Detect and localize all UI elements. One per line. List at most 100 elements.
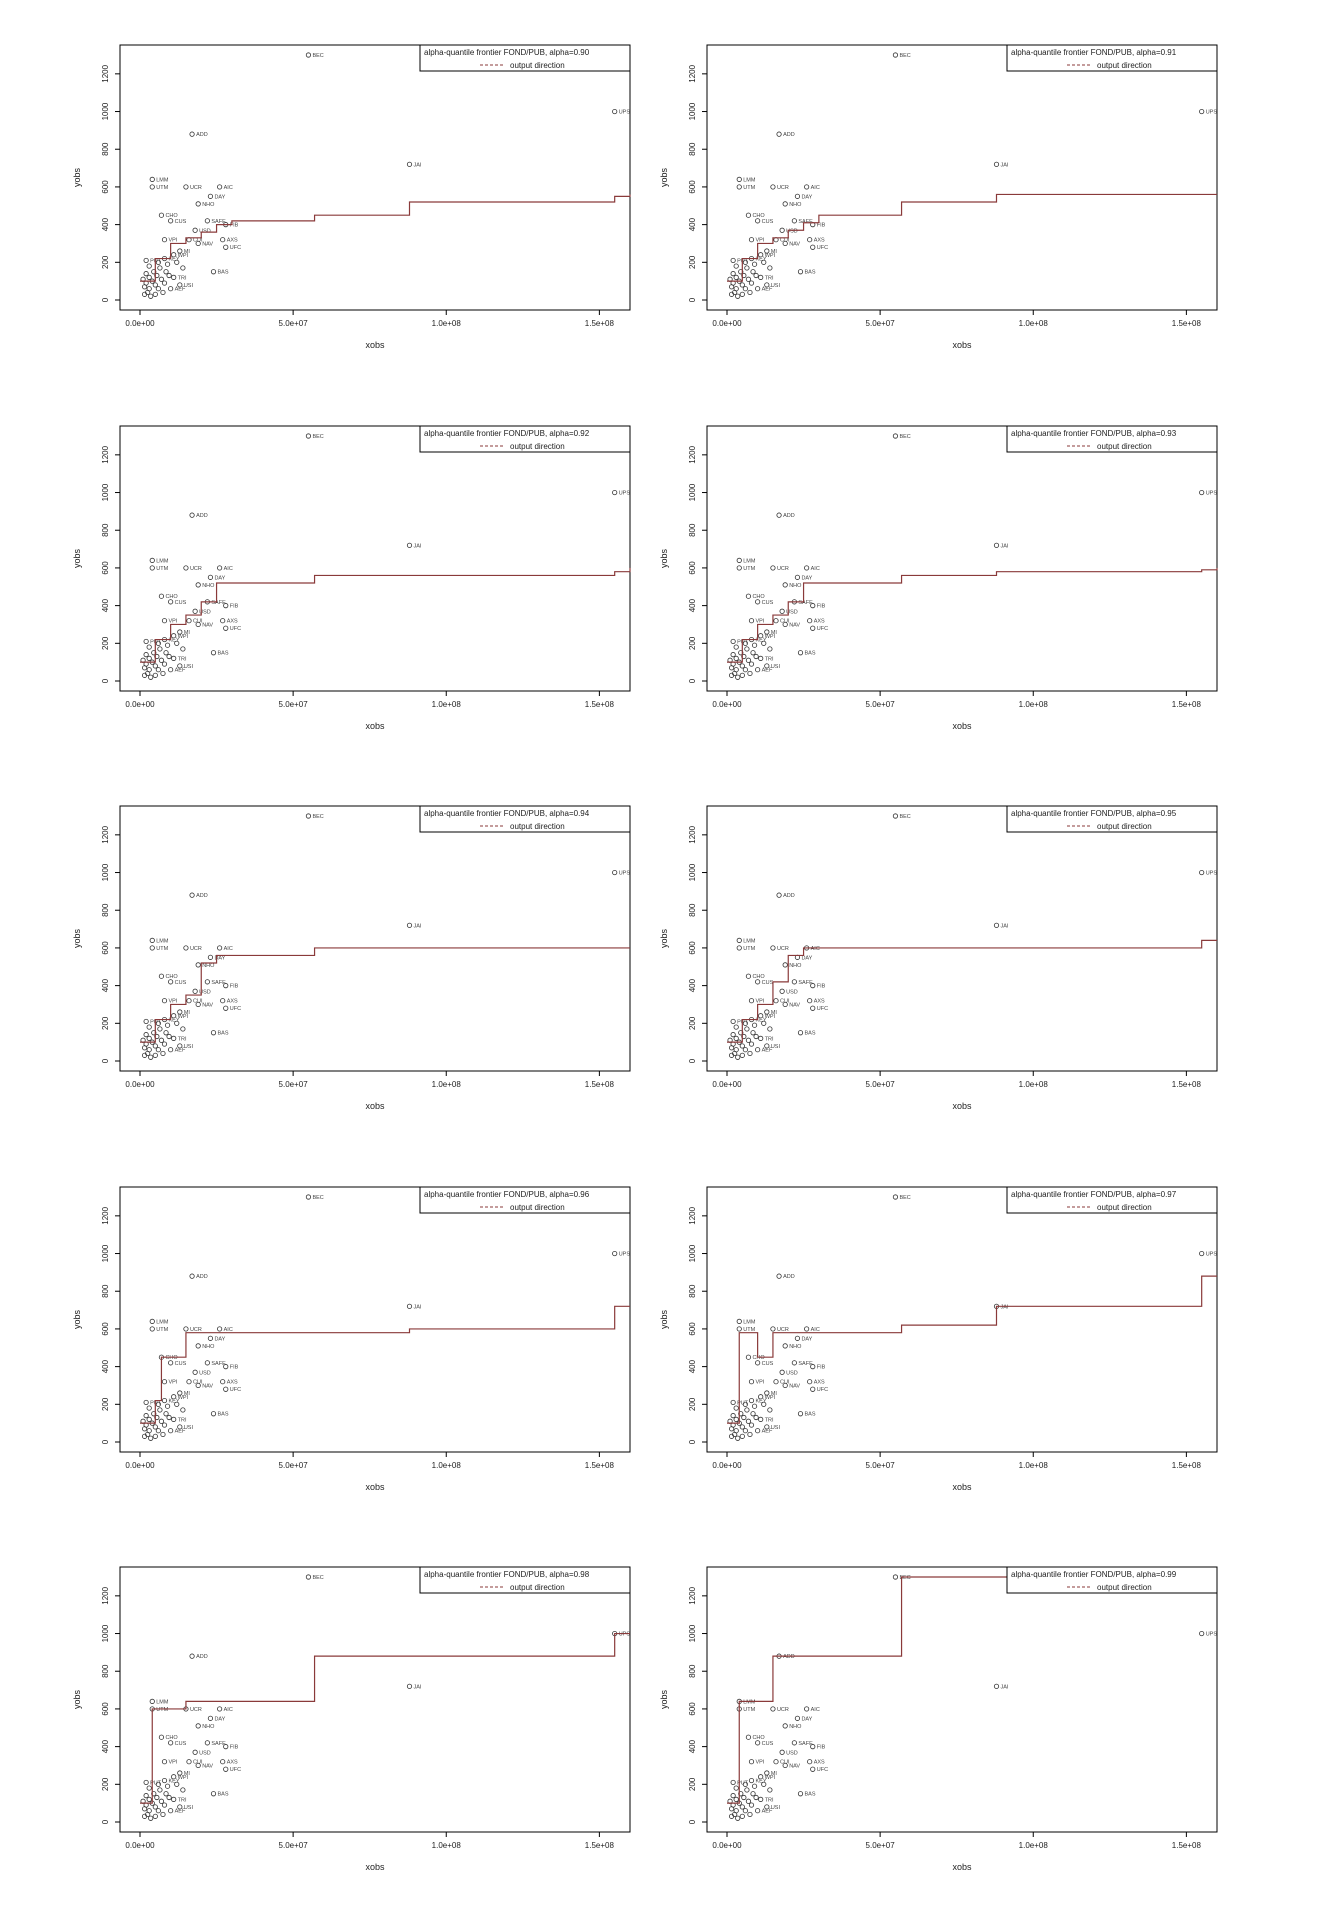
data-point: [155, 667, 161, 673]
data-point: [146, 667, 152, 673]
point-label: LMM: [156, 1319, 169, 1325]
data-point: [180, 1787, 186, 1793]
y-tick-label: 600: [101, 180, 110, 194]
point-label: USD: [199, 609, 211, 615]
data-point: [753, 1414, 759, 1421]
frontier-line: [140, 194, 631, 282]
data-point: [733, 1405, 739, 1411]
data-point: [782, 621, 788, 628]
point-label: JAI: [1001, 1684, 1009, 1690]
data-point: [171, 1035, 177, 1041]
data-point: [747, 1050, 753, 1057]
point-label: USI: [771, 664, 781, 670]
data-point: [728, 1813, 735, 1819]
point-label: AEF: [175, 287, 186, 293]
data-point: [776, 892, 782, 898]
y-tick-label: 800: [101, 1664, 110, 1678]
data-point: [761, 1781, 767, 1787]
data-point: [742, 1047, 748, 1053]
data-point: [764, 629, 770, 635]
point-label: JAI: [1001, 1304, 1009, 1310]
data-point: [168, 1808, 174, 1814]
data-point: [804, 184, 810, 190]
point-label: DAY: [214, 194, 225, 200]
data-point: [739, 1043, 745, 1049]
y-tick-label: 1200: [101, 825, 110, 843]
point-label: CUI: [193, 1760, 203, 1766]
point-label: UPS: [1206, 110, 1218, 116]
data-point: [157, 1026, 163, 1032]
point-label: AEF: [762, 1429, 773, 1435]
data-point: [739, 1052, 745, 1058]
data-point: [730, 271, 736, 277]
y-tick-label: 1200: [101, 64, 110, 82]
data-point: [171, 274, 177, 280]
point-label: UFC: [230, 626, 241, 632]
point-label: CUI: [193, 999, 203, 1005]
data-point: [161, 1397, 168, 1404]
point-label: USD: [199, 1750, 211, 1756]
x-tick-label: 1.0e+08: [1019, 1080, 1049, 1089]
data-point: [158, 1734, 165, 1740]
data-point: [993, 542, 1000, 548]
point-label: MI: [184, 249, 191, 255]
chart-panel: 0 200 400 600 800 1000 1200 0.0e+00 5.0e+07 1.0e+…: [659, 1186, 1218, 1492]
point-label: CHO: [165, 213, 178, 219]
point-label: UTM: [743, 185, 755, 191]
point-label: SAFE: [211, 1361, 226, 1367]
y-tick-label: 800: [688, 142, 697, 156]
point-label: LMM: [743, 558, 756, 564]
x-axis-label: xobs: [952, 340, 972, 350]
data-point: [305, 433, 312, 439]
point-label: USD: [786, 228, 798, 234]
data-point: [755, 667, 761, 673]
point-label: FIB: [230, 223, 239, 229]
data-point: [180, 1026, 186, 1032]
data-point: [406, 922, 413, 928]
data-point: [171, 1796, 177, 1802]
point-label: BAS: [218, 1412, 229, 1418]
point-label: USD: [199, 228, 211, 234]
data-point: [155, 1781, 161, 1787]
data-point: [154, 1414, 160, 1421]
data-point: [791, 1740, 797, 1746]
point-label: UTM: [156, 566, 168, 572]
y-tick-label: 200: [101, 1397, 110, 1411]
x-tick-label: 5.0e+07: [866, 1080, 896, 1089]
point-label: JAI: [1001, 543, 1009, 549]
point-label: BAS: [218, 270, 229, 276]
legend-box: [1006, 425, 1218, 453]
point-label: MI: [771, 1771, 778, 1777]
point-label: UCR: [777, 1707, 789, 1713]
y-tick-label: 0: [101, 678, 110, 683]
point-label: NAV: [202, 241, 213, 247]
x-tick-label: 1.5e+08: [585, 1461, 615, 1470]
y-tick-label: 0: [688, 1058, 697, 1063]
y-tick-label: 1200: [688, 64, 697, 82]
data-point: [770, 565, 776, 571]
point-label: NHO: [789, 963, 802, 969]
point-label: MI: [771, 630, 778, 636]
y-tick-label: 400: [688, 1359, 697, 1373]
data-point: [210, 1030, 217, 1036]
data-point: [171, 1416, 177, 1422]
data-point: [755, 286, 761, 292]
point-label: WPI: [178, 1395, 189, 1401]
point-label: MI: [771, 1391, 778, 1397]
data-point: [733, 1785, 739, 1791]
data-point: [195, 1343, 201, 1349]
data-point: [728, 291, 735, 297]
plot-frame: [119, 1186, 631, 1453]
y-tick-label: 1000: [101, 863, 110, 881]
legend-entry: output direction: [1097, 442, 1152, 451]
point-label: SAFE: [211, 219, 226, 225]
data-point: [163, 1411, 169, 1417]
point-label: AIC: [224, 185, 233, 191]
data-point: [223, 1744, 229, 1750]
chart-panel: 0 200 400 600 800 1000 1200 0.0e+00 5.0e+07 1.0e+…: [659, 44, 1218, 350]
point-label: ADD: [783, 1654, 795, 1660]
data-point: [779, 988, 785, 994]
point-label: FIB: [230, 1365, 239, 1371]
data-point: [782, 240, 788, 247]
y-tick-label: 0: [101, 1819, 110, 1824]
